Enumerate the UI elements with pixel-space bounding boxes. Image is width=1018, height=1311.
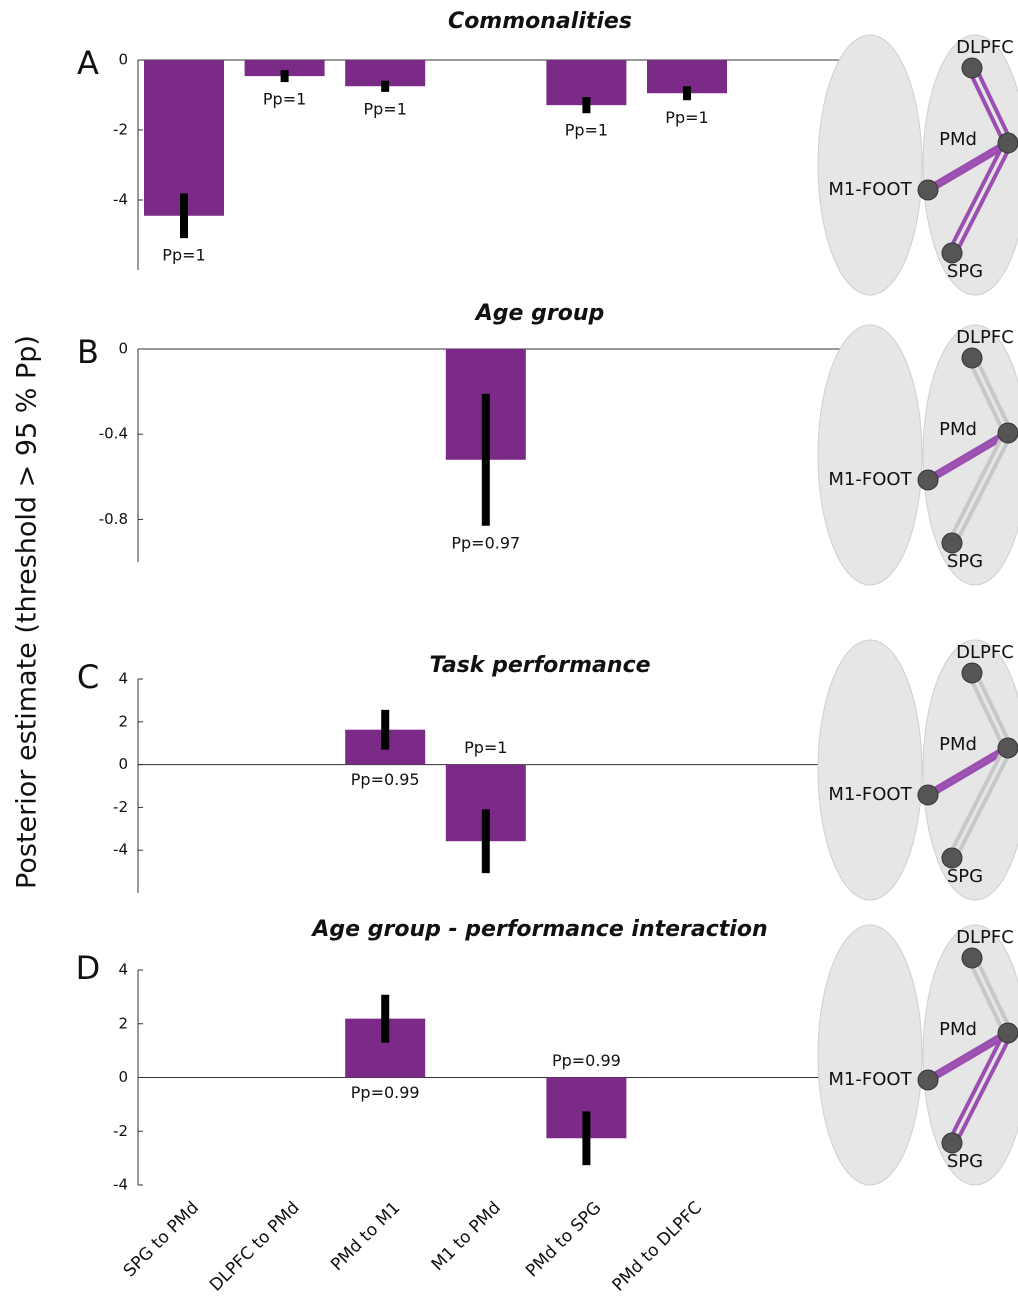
brain-node [998, 738, 1018, 758]
node-label: DLPFC [956, 927, 1014, 948]
x-tick-label: DLPFC to PMd [206, 1198, 304, 1296]
y-tick-label: -4 [113, 1176, 128, 1194]
node-label: M1-FOOT [828, 179, 912, 200]
brain-node [962, 348, 982, 368]
pp-label: Pp=1 [364, 99, 407, 118]
panel-letter: A [77, 44, 99, 82]
x-tick-label: PMd to DLPFC [608, 1198, 706, 1296]
pp-label: Pp=1 [162, 246, 205, 265]
brain-node [942, 533, 962, 553]
node-label: M1-FOOT [828, 784, 912, 805]
pp-label: Pp=0.95 [351, 770, 420, 789]
node-label: SPG [947, 866, 983, 887]
brain-node [942, 1133, 962, 1153]
brain-diagram: DLPFC PMd M1-FOOT SPG [818, 325, 1018, 585]
chart-title: Age group - performance interaction [310, 917, 767, 942]
x-tick-label: SPG to PMd [120, 1198, 203, 1281]
y-tick-label: -0.8 [99, 510, 128, 528]
brain-diagram: DLPFC PMd M1-FOOT SPG [818, 35, 1018, 295]
brain-node [942, 243, 962, 263]
pp-label: Pp=1 [565, 121, 608, 140]
chart-title: Commonalities [448, 9, 632, 34]
y-axis-label: Posterior estimate (threshold > 95 % Pp) [12, 335, 43, 889]
pp-label: Pp=0.99 [351, 1083, 420, 1102]
y-tick-label: -2 [113, 798, 128, 816]
node-label: DLPFC [956, 642, 1014, 663]
node-label: PMd [939, 734, 977, 755]
x-tick-label: PMd to M1 [327, 1198, 404, 1275]
node-label: DLPFC [956, 37, 1014, 58]
brain-node [998, 1023, 1018, 1043]
bar [144, 60, 224, 216]
node-label: M1-FOOT [828, 469, 912, 490]
brain-hemisphere [818, 325, 922, 585]
y-tick-label: -0.4 [99, 425, 128, 443]
y-tick-label: -2 [113, 121, 128, 139]
brain-node [962, 663, 982, 683]
node-label: DLPFC [956, 327, 1014, 348]
x-tick-label: M1 to PMd [428, 1198, 505, 1275]
brain-hemisphere [818, 640, 922, 900]
panel-letter: B [77, 333, 99, 371]
node-label: PMd [939, 1019, 977, 1040]
brain-diagram: DLPFC PMd M1-FOOT SPG [818, 925, 1018, 1185]
node-label: PMd [939, 419, 977, 440]
y-tick-label: 4 [118, 961, 128, 979]
brain-diagram: DLPFC PMd M1-FOOT SPG [818, 640, 1018, 900]
brain-hemisphere [818, 925, 922, 1185]
x-tick-label: PMd to SPG [522, 1198, 605, 1281]
node-label: SPG [947, 551, 983, 572]
brain-node [962, 58, 982, 78]
brain-node [998, 133, 1018, 153]
brain-node [918, 180, 938, 200]
brain-hemisphere [818, 35, 922, 295]
node-label: SPG [947, 261, 983, 282]
y-tick-label: 0 [118, 755, 128, 773]
node-label: SPG [947, 1151, 983, 1172]
brain-node [918, 470, 938, 490]
brain-node [918, 1070, 938, 1090]
y-tick-label: -2 [113, 1122, 128, 1140]
y-tick-label: -4 [113, 191, 128, 209]
chart-title: Task performance [429, 653, 650, 678]
pp-label: Pp=0.97 [451, 533, 520, 552]
y-tick-label: 0 [118, 340, 128, 358]
y-tick-label: 4 [118, 670, 128, 688]
pp-label: Pp=1 [665, 108, 708, 127]
node-label: PMd [939, 129, 977, 150]
panel-letter: D [76, 949, 101, 987]
y-tick-label: 0 [118, 1068, 128, 1086]
y-tick-label: 0 [118, 51, 128, 69]
figure: Posterior estimate (threshold > 95 % Pp)… [0, 0, 1018, 1311]
pp-label: Pp=0.99 [552, 1051, 621, 1070]
brain-node [962, 948, 982, 968]
panel-letter: C [77, 658, 99, 696]
pp-label: Pp=1 [263, 90, 306, 109]
y-tick-label: -4 [113, 841, 128, 859]
node-label: M1-FOOT [828, 1069, 912, 1090]
chart-title: Age group [474, 301, 604, 326]
pp-label: Pp=1 [464, 738, 507, 757]
y-tick-label: 2 [118, 1014, 128, 1032]
brain-node [998, 423, 1018, 443]
y-tick-label: 2 [118, 712, 128, 730]
brain-node [942, 848, 962, 868]
brain-node [918, 785, 938, 805]
